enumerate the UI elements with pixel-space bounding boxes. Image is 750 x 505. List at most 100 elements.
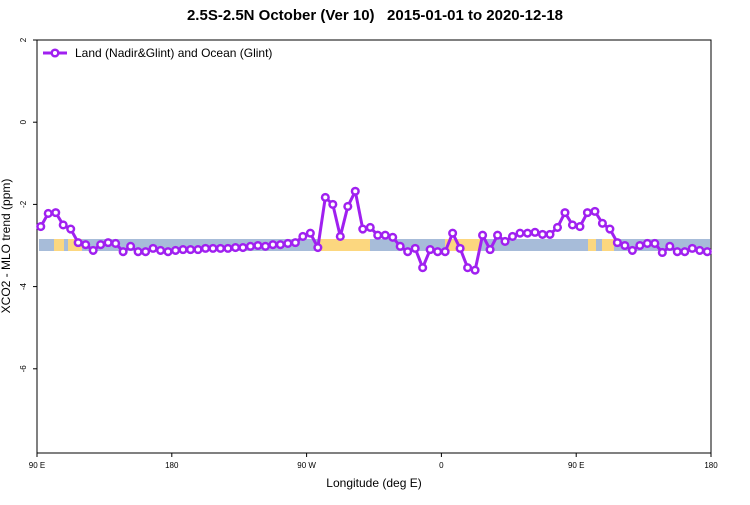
data-point [552, 222, 563, 232]
data-point [650, 238, 660, 248]
data-point [245, 241, 255, 251]
x-tick-label: 90 E [29, 461, 45, 470]
y-tick-label: -6 [19, 365, 28, 373]
data-point [133, 247, 143, 257]
data-point [612, 238, 622, 248]
data-point [657, 247, 667, 258]
data-point [350, 186, 360, 196]
data-point [223, 243, 233, 253]
x-tick-label: 180 [165, 461, 179, 470]
data-point [440, 247, 450, 257]
data-point [290, 238, 300, 248]
data-point [73, 238, 83, 248]
data-point [200, 243, 211, 253]
data-point [380, 230, 390, 240]
data-point [665, 241, 675, 251]
land-band [54, 239, 64, 251]
data-point [395, 241, 405, 251]
land-band [602, 239, 614, 251]
data-point [470, 265, 480, 275]
data-point [485, 245, 495, 255]
data-point [36, 222, 46, 232]
data-point [193, 245, 203, 255]
data-point [418, 263, 428, 273]
data-point [567, 220, 578, 230]
data-point [672, 247, 682, 257]
data-point [43, 208, 53, 218]
data-point [575, 222, 585, 232]
data-point [642, 238, 652, 248]
chart-title: 2.5S-2.5N October (Ver 10) 2015-01-01 to… [187, 7, 563, 24]
data-point [530, 227, 540, 237]
data-point [283, 238, 293, 248]
data-point [111, 238, 121, 248]
data-point [627, 245, 637, 255]
data-point [403, 247, 413, 257]
data-point [500, 236, 510, 246]
data-point [478, 230, 488, 240]
data-point [178, 245, 188, 255]
data-point [680, 247, 690, 257]
data-point [170, 245, 181, 255]
data-point [605, 224, 615, 234]
data-point [373, 230, 383, 240]
data-point [126, 241, 136, 251]
data-point [238, 243, 248, 253]
data-point [305, 228, 315, 238]
data-point [702, 247, 712, 257]
data-point [560, 208, 570, 218]
data-point [313, 243, 323, 253]
data-point [320, 192, 330, 202]
y-tick-label: 0 [19, 119, 28, 124]
data-point [343, 201, 353, 212]
data-point [81, 240, 91, 250]
data-point [582, 208, 592, 218]
y-axis-label: XCO2 - MLO trend (ppm) [0, 179, 13, 314]
data-point [103, 238, 113, 248]
y-tick-label: -2 [19, 200, 28, 208]
data-point [388, 232, 398, 242]
data-point [537, 229, 548, 239]
data-point [590, 206, 600, 216]
data-point [365, 222, 375, 232]
x-tick-label: 90 W [297, 461, 316, 470]
data-point [156, 245, 166, 255]
data-point [335, 231, 345, 242]
data-point [163, 247, 173, 257]
data-point [358, 224, 368, 234]
data-point [620, 240, 630, 251]
x-tick-label: 90 E [568, 461, 584, 470]
data-point [268, 240, 278, 250]
data-point [88, 245, 98, 255]
legend-label: Land (Nadir&Glint) and Ocean (Glint) [75, 46, 272, 60]
x-axis-label: Longitude (deg E) [326, 476, 421, 490]
data-point [208, 243, 218, 253]
data-point [522, 228, 533, 238]
data-point [298, 231, 308, 242]
plot-frame [36, 39, 712, 454]
data-point [455, 243, 465, 253]
data-point [695, 245, 705, 255]
data-point [275, 240, 285, 250]
y-tick-label: -4 [19, 282, 28, 290]
data-point [493, 230, 503, 240]
data-point [148, 243, 158, 253]
data-point [96, 240, 106, 250]
data-point [545, 229, 555, 239]
data-point [410, 243, 420, 253]
data-point [141, 247, 151, 257]
land-band [318, 239, 370, 251]
data-point [253, 240, 263, 251]
data-point [51, 208, 61, 218]
data-point [66, 224, 76, 234]
data-point [463, 263, 473, 273]
x-tick-label: 0 [439, 461, 444, 470]
data-point [230, 243, 241, 253]
x-tick-label: 180 [704, 461, 718, 470]
data-point [515, 228, 525, 238]
y-tick-label: 2 [19, 37, 28, 42]
data-point [185, 245, 196, 255]
data-point [507, 231, 518, 242]
data-point [448, 228, 458, 238]
